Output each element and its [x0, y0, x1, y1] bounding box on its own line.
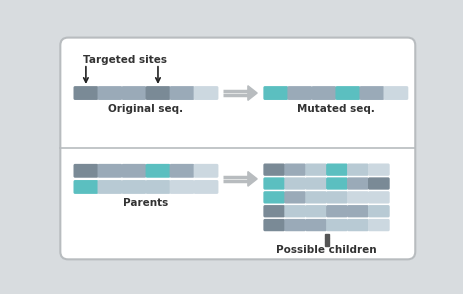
Text: Parents: Parents	[123, 198, 168, 208]
FancyBboxPatch shape	[121, 180, 146, 194]
FancyBboxPatch shape	[193, 180, 218, 194]
FancyBboxPatch shape	[263, 86, 288, 100]
FancyBboxPatch shape	[145, 86, 170, 100]
FancyBboxPatch shape	[284, 205, 305, 217]
FancyBboxPatch shape	[359, 86, 383, 100]
FancyBboxPatch shape	[346, 163, 368, 176]
FancyBboxPatch shape	[346, 191, 368, 203]
FancyBboxPatch shape	[325, 219, 347, 231]
FancyBboxPatch shape	[73, 180, 98, 194]
FancyBboxPatch shape	[193, 164, 218, 178]
FancyBboxPatch shape	[73, 86, 98, 100]
FancyBboxPatch shape	[325, 177, 347, 190]
FancyBboxPatch shape	[169, 86, 194, 100]
FancyBboxPatch shape	[346, 177, 368, 190]
Polygon shape	[247, 86, 257, 100]
FancyBboxPatch shape	[169, 164, 194, 178]
FancyBboxPatch shape	[73, 164, 98, 178]
Text: Possible children: Possible children	[275, 245, 376, 255]
FancyBboxPatch shape	[287, 86, 312, 100]
FancyBboxPatch shape	[367, 163, 389, 176]
FancyBboxPatch shape	[97, 180, 122, 194]
FancyBboxPatch shape	[325, 163, 347, 176]
FancyBboxPatch shape	[263, 177, 284, 190]
FancyBboxPatch shape	[263, 205, 284, 217]
FancyBboxPatch shape	[305, 163, 326, 176]
Text: Mutated seq.: Mutated seq.	[296, 104, 374, 114]
FancyBboxPatch shape	[367, 191, 389, 203]
FancyBboxPatch shape	[145, 164, 170, 178]
FancyBboxPatch shape	[60, 38, 414, 259]
FancyBboxPatch shape	[305, 177, 326, 190]
FancyBboxPatch shape	[284, 163, 305, 176]
FancyBboxPatch shape	[263, 219, 284, 231]
FancyBboxPatch shape	[383, 86, 407, 100]
FancyBboxPatch shape	[284, 219, 305, 231]
FancyBboxPatch shape	[193, 86, 218, 100]
FancyBboxPatch shape	[346, 219, 368, 231]
FancyBboxPatch shape	[305, 191, 326, 203]
FancyBboxPatch shape	[367, 219, 389, 231]
FancyBboxPatch shape	[305, 219, 326, 231]
FancyBboxPatch shape	[263, 163, 284, 176]
FancyBboxPatch shape	[367, 205, 389, 217]
FancyBboxPatch shape	[346, 205, 368, 217]
FancyBboxPatch shape	[145, 180, 170, 194]
FancyBboxPatch shape	[97, 86, 122, 100]
FancyBboxPatch shape	[367, 177, 389, 190]
FancyBboxPatch shape	[121, 164, 146, 178]
Polygon shape	[247, 172, 257, 186]
Text: Targeted sites: Targeted sites	[82, 55, 166, 65]
Text: Original seq.: Original seq.	[108, 104, 183, 114]
FancyBboxPatch shape	[325, 205, 347, 217]
FancyBboxPatch shape	[97, 164, 122, 178]
FancyBboxPatch shape	[284, 177, 305, 190]
FancyBboxPatch shape	[263, 191, 284, 203]
FancyBboxPatch shape	[121, 86, 146, 100]
FancyBboxPatch shape	[169, 180, 194, 194]
FancyBboxPatch shape	[284, 191, 305, 203]
FancyBboxPatch shape	[305, 205, 326, 217]
FancyBboxPatch shape	[325, 191, 347, 203]
FancyBboxPatch shape	[335, 86, 359, 100]
FancyBboxPatch shape	[311, 86, 336, 100]
